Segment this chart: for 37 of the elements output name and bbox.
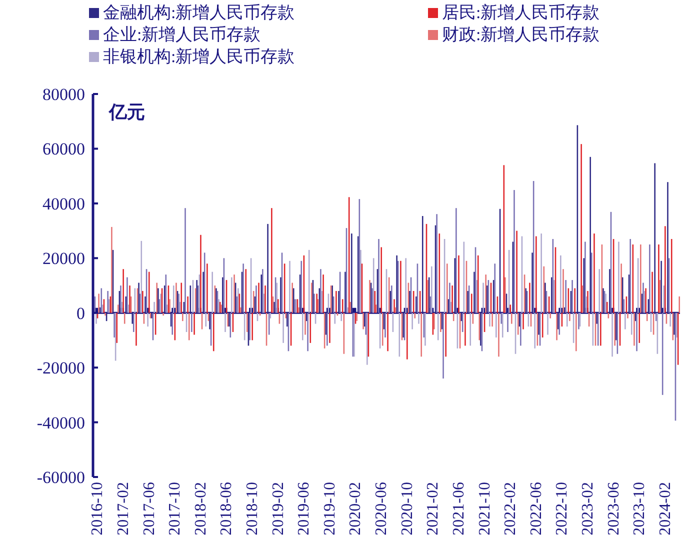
legend-label: 企业:新增人民币存款 <box>103 25 261 44</box>
x-tick-label: 2022-02 <box>502 482 520 536</box>
y-tick-label: 80000 <box>42 85 85 104</box>
x-tick-label: 2020-10 <box>398 482 416 536</box>
legend-label: 财政:新增人民币存款 <box>442 25 600 44</box>
x-tick-label: 2021-10 <box>476 482 494 536</box>
y-tick-label: 60000 <box>42 140 85 159</box>
legend-label: 非银机构:新增人民币存款 <box>103 47 295 66</box>
x-tick-label: 2019-02 <box>270 482 287 536</box>
legend-label: 金融机构:新增人民币存款 <box>103 3 295 22</box>
annotation: 亿元 <box>108 102 145 122</box>
x-tick-label: 2024-02 <box>656 482 674 536</box>
x-tick-label: 2021-02 <box>424 482 442 536</box>
x-tick-label: 2020-02 <box>347 482 364 536</box>
x-tick-label: 2020-06 <box>373 482 390 536</box>
y-tick-label: -40000 <box>36 413 85 432</box>
x-tick-label: 2021-06 <box>450 482 468 536</box>
x-tick-label: 2016-10 <box>89 482 106 536</box>
x-tick-label: 2018-10 <box>244 482 262 536</box>
y-tick-label: -20000 <box>36 358 85 378</box>
y-tick-label: 20000 <box>42 249 85 268</box>
y-tick-label: -60000 <box>36 468 85 487</box>
y-tick-label: 0 <box>76 304 85 323</box>
x-tick-label: 2019-10 <box>321 482 338 536</box>
x-tick-label: 2018-02 <box>192 482 210 536</box>
x-tick-label: 2019-06 <box>296 482 313 536</box>
y-tick-label: 40000 <box>42 194 85 214</box>
x-tick-label: 2018-06 <box>218 482 236 536</box>
x-tick-label: 2017-02 <box>115 482 132 536</box>
x-tick-label: 2023-02 <box>579 482 596 536</box>
x-tick-label: 2017-10 <box>166 482 184 536</box>
x-tick-label: 2022-10 <box>554 482 571 536</box>
x-tick-label: 2023-06 <box>605 482 622 536</box>
x-tick-label: 2017-06 <box>140 482 158 536</box>
legend-label: 居民:新增人民币存款 <box>442 3 600 22</box>
x-tick-label: 2022-06 <box>528 482 545 536</box>
x-tick-label: 2023-10 <box>631 482 648 536</box>
